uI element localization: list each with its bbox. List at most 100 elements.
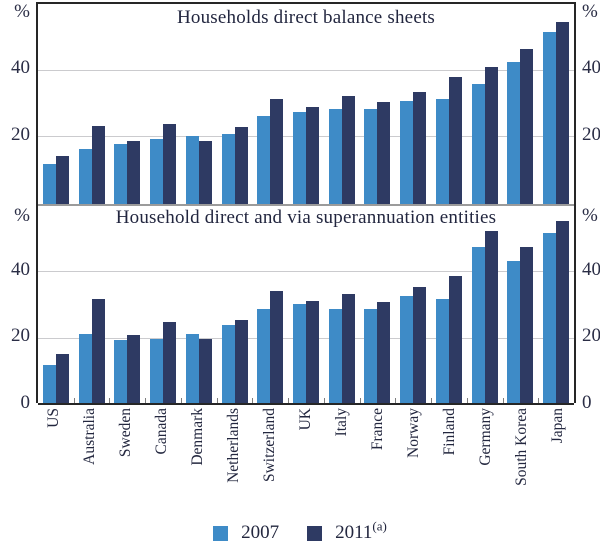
y-axis-label-percent-bottom-right: % <box>582 205 598 226</box>
bar-2007-france <box>364 109 378 204</box>
bar-group-us <box>38 206 74 405</box>
bar-2007-france <box>364 308 378 405</box>
bar-2007-japan <box>543 232 557 405</box>
x-label-sweden: Sweden <box>116 408 134 458</box>
y-axis-label-40-top-left: 40 <box>11 57 30 78</box>
x-label-cell-norway: Norway <box>396 408 432 514</box>
bar-2011-italy <box>341 95 355 204</box>
bar-group-germany <box>467 4 503 204</box>
x-label-france: France <box>368 408 386 451</box>
bar-group-south-korea <box>503 4 539 204</box>
x-axis-tick <box>323 398 325 405</box>
legend-label-2007: 2007 <box>241 522 280 543</box>
bar-2007-us <box>42 365 56 405</box>
bar-2011-sweden <box>127 335 141 405</box>
bar-2011-norway <box>413 287 427 405</box>
bar-group-sweden <box>109 206 145 405</box>
bar-2007-switzerland <box>257 115 271 204</box>
bar-2007-italy <box>328 308 342 405</box>
x-label-cell-finland: Finland <box>432 408 468 514</box>
gridline-40 <box>38 271 574 273</box>
bar-2011-uk <box>306 300 319 405</box>
bar-group-germany <box>467 206 503 405</box>
bar-group-japan <box>538 4 574 204</box>
bar-group-france <box>360 206 396 405</box>
bar-2011-switzerland <box>270 290 284 405</box>
x-label-uk: UK <box>296 408 314 431</box>
bar-2011-netherlands <box>234 320 248 405</box>
bar-2007-us <box>42 164 56 204</box>
y-axis-label-20-bottom-right: 20 <box>582 325 600 346</box>
bar-2011-france <box>377 302 391 405</box>
x-axis-tick <box>431 398 433 405</box>
x-label-cell-switzerland: Switzerland <box>252 408 288 514</box>
bar-2007-italy <box>328 109 342 204</box>
bars-top <box>38 4 574 204</box>
bar-2007-finland <box>435 298 449 405</box>
bar-group-japan <box>538 206 574 405</box>
bar-group-canada <box>145 4 181 204</box>
x-label-cell-south-korea: South Korea <box>504 408 540 514</box>
y-axis-label-40-bottom-left: 40 <box>11 259 30 280</box>
bar-2011-denmark <box>198 338 212 405</box>
x-axis-tick <box>466 398 468 405</box>
x-label-cell-france: France <box>360 408 396 514</box>
x-axis-labels: US Australia Sweden Canada Denmark Netherland… <box>36 408 576 514</box>
y-axis-label-40-bottom-right: 40 <box>582 259 600 280</box>
x-label-cell-japan: Japan <box>540 408 576 514</box>
bar-group-italy <box>324 206 360 405</box>
x-label-japan: Japan <box>548 408 566 444</box>
bar-2007-sweden <box>114 340 128 405</box>
x-label-cell-sweden: Sweden <box>108 408 144 514</box>
bars-bottom <box>38 206 574 405</box>
legend-swatch-2007 <box>213 525 229 541</box>
bar-2011-south-korea <box>520 49 534 204</box>
x-axis-tick <box>109 398 111 405</box>
bar-group-uk <box>288 4 324 204</box>
y-axis-label-40-top-right: 40 <box>582 57 600 78</box>
x-label-cell-denmark: Denmark <box>180 408 216 514</box>
x-axis-tick <box>216 398 218 405</box>
bar-2007-south-korea <box>507 260 521 405</box>
bar-2011-canada <box>163 322 177 405</box>
bar-group-canada <box>145 206 181 405</box>
bar-2011-germany <box>484 230 498 405</box>
bar-group-norway <box>395 4 431 204</box>
x-label-cell-us: US <box>36 408 72 514</box>
legend: 2007 2011(a) <box>0 518 600 544</box>
bar-2011-finland <box>448 275 462 405</box>
bar-2011-australia <box>91 298 105 405</box>
y-axis-label-percent-bottom-left: % <box>14 205 30 226</box>
bar-2007-norway <box>400 295 414 405</box>
y-axis-label-20-top-left: 20 <box>11 124 30 145</box>
panel-bottom <box>38 206 574 405</box>
bar-2007-canada <box>150 338 164 405</box>
legend-item-2007: 2007 <box>213 522 279 544</box>
bar-group-uk <box>288 206 324 405</box>
bar-2011-sweden <box>127 140 141 204</box>
y-axis-label-0-bottom-left: 0 <box>20 392 31 413</box>
bar-2007-sweden <box>114 144 128 204</box>
bar-group-italy <box>324 4 360 204</box>
x-axis-tick <box>359 398 361 405</box>
x-label-south-korea: South Korea <box>512 408 530 486</box>
x-axis-tick <box>252 398 254 405</box>
x-label-netherlands: Netherlands <box>224 408 242 483</box>
bar-2011-italy <box>341 293 355 405</box>
bar-2007-norway <box>400 100 414 204</box>
bar-group-sweden <box>109 4 145 204</box>
bar-group-denmark <box>181 206 217 405</box>
bar-group-australia <box>74 206 110 405</box>
x-label-cell-germany: Germany <box>468 408 504 514</box>
bar-2011-france <box>377 102 391 204</box>
x-label-denmark: Denmark <box>188 408 206 466</box>
x-axis-tick <box>395 398 397 405</box>
legend-swatch-2011 <box>307 525 323 541</box>
bar-2011-finland <box>448 77 462 204</box>
bar-group-finland <box>431 4 467 204</box>
legend-footnote-marker: (a) <box>372 518 387 534</box>
bar-group-denmark <box>181 4 217 204</box>
bar-2007-germany <box>471 84 485 204</box>
gridline-40 <box>38 69 574 71</box>
